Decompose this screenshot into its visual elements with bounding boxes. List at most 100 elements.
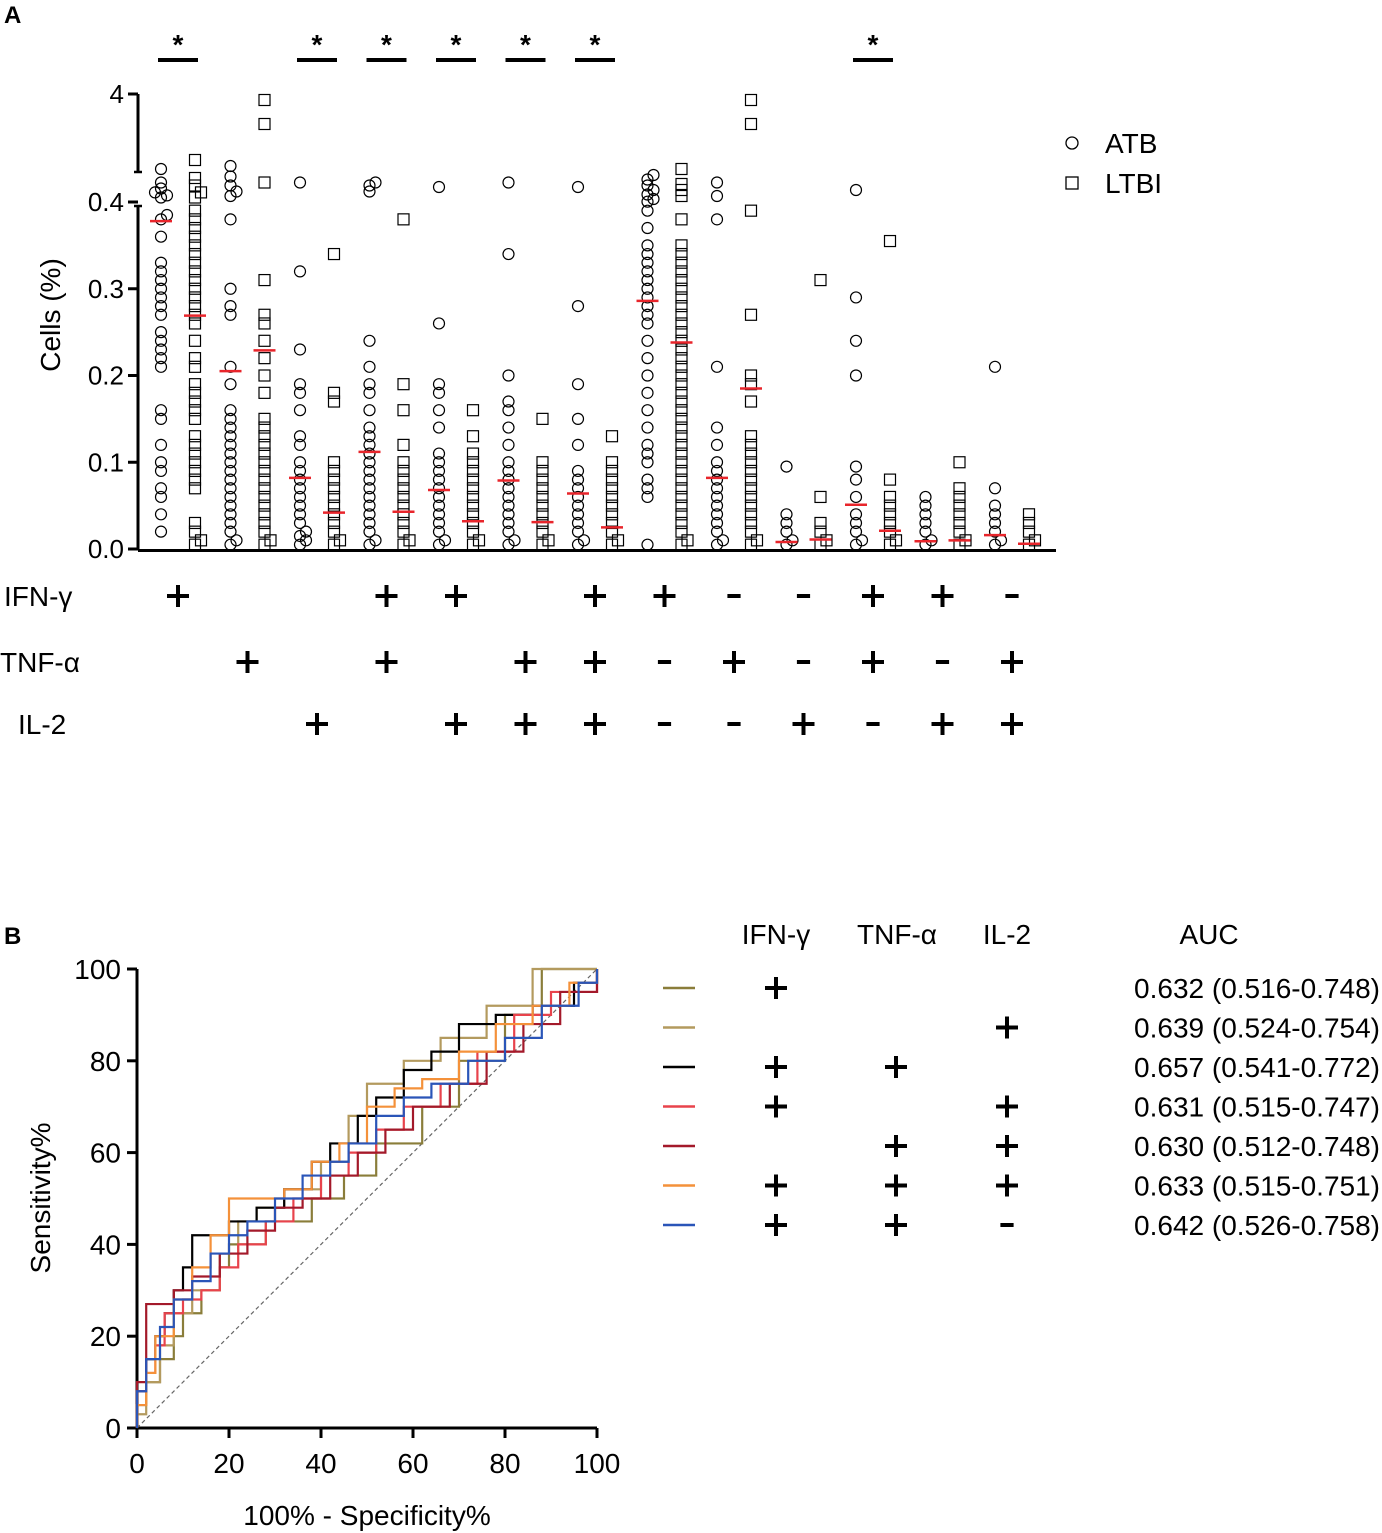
ltbi-point xyxy=(466,482,480,495)
ltbi-point xyxy=(466,464,480,478)
ltbi-point xyxy=(188,221,202,235)
significance-star: * xyxy=(451,29,462,60)
ltbi-point xyxy=(188,334,202,347)
atb-point xyxy=(919,499,932,512)
ltbi-point xyxy=(258,464,271,478)
atb-point xyxy=(363,447,376,460)
panel-label-a: A xyxy=(4,2,21,29)
atb-point xyxy=(502,247,515,261)
atb-point xyxy=(154,404,168,417)
panel-a-axes: 0.0 0.1 0.2 0.3 0.4 4 Cells (%) xyxy=(35,79,1056,564)
ltbi-point xyxy=(188,291,202,304)
atb-point xyxy=(641,456,654,469)
roc-legend-table: IFN-γ TNF-α IL-2 AUC 0.632 (0.516-0.748) 0.63… xyxy=(663,919,1380,1241)
ltbi-point xyxy=(188,273,202,287)
ltbi-point xyxy=(397,473,410,486)
ltbi-point xyxy=(397,438,410,451)
atb-point xyxy=(363,430,376,443)
atb-point xyxy=(224,473,237,486)
atb-point xyxy=(154,273,168,287)
atb-point xyxy=(432,180,446,194)
ltbi-point xyxy=(675,162,688,176)
ltbi-point xyxy=(744,430,758,443)
atb-point xyxy=(148,186,162,199)
ltbi-point xyxy=(814,525,827,538)
atb-point xyxy=(154,256,168,269)
ltbi-point xyxy=(258,508,271,521)
atb-point xyxy=(432,482,446,495)
ltbi-point xyxy=(883,490,897,504)
atb-point xyxy=(988,499,1002,512)
ltbi-point xyxy=(327,464,341,478)
ltbi-point xyxy=(814,490,827,504)
roc-curves xyxy=(135,967,599,1429)
ltbi-point xyxy=(744,308,758,321)
cytokine-sign-table: IFN-γ TNF-α IL-2 xyxy=(0,581,1023,740)
ltbi-point xyxy=(744,395,758,408)
atb-point xyxy=(641,473,654,486)
atb-point xyxy=(154,213,168,226)
atb-point xyxy=(363,421,376,434)
atb-point xyxy=(849,508,863,521)
atb-point xyxy=(293,176,307,189)
ltbi-point xyxy=(675,273,688,287)
ltbi-point xyxy=(466,525,480,538)
atb-point xyxy=(641,195,654,208)
atb-point xyxy=(363,464,376,478)
ltbi-point xyxy=(188,464,202,478)
atb-point xyxy=(641,386,654,399)
atb-point xyxy=(641,538,654,551)
atb-point xyxy=(154,182,168,195)
ltbi-point xyxy=(188,360,202,373)
ltbi-point xyxy=(744,499,758,512)
ltbi-point xyxy=(188,256,202,269)
legend-auc: 0.639 (0.524-0.754) xyxy=(1134,1013,1380,1044)
atb-point xyxy=(432,538,446,551)
legend-header: IFN-γ xyxy=(742,919,810,950)
atb-point xyxy=(224,300,237,313)
atb-point xyxy=(641,179,654,192)
ltbi-point xyxy=(744,482,758,495)
ltbi-point xyxy=(744,490,758,504)
y-tick-label: 0.4 xyxy=(88,187,124,217)
atb-point xyxy=(363,185,376,198)
roc-y-axis-label: Sensitivity% xyxy=(25,1123,56,1274)
ltbi-point xyxy=(953,490,966,504)
ltbi-point xyxy=(675,177,688,191)
ltbi-point xyxy=(258,273,271,287)
atb-point xyxy=(154,230,168,243)
atb-point xyxy=(716,534,730,547)
atb-point xyxy=(641,291,654,304)
ltbi-point xyxy=(675,508,688,521)
legend-auc: 0.633 (0.515-0.751) xyxy=(1134,1171,1380,1202)
ltbi-point xyxy=(188,352,202,365)
atb-point xyxy=(154,291,168,304)
roc-x-tick-label: 100 xyxy=(574,1448,621,1479)
ltbi-point xyxy=(605,499,619,512)
atb-point xyxy=(641,447,654,460)
atb-point xyxy=(641,282,654,295)
atb-point xyxy=(571,412,585,425)
legend-auc: 0.657 (0.541-0.772) xyxy=(1134,1052,1380,1083)
atb-point xyxy=(571,508,585,521)
atb-point xyxy=(154,464,168,478)
atb-point xyxy=(571,378,585,391)
ltbi-point xyxy=(744,464,758,478)
roc-y-tick-label: 60 xyxy=(90,1138,121,1169)
ltbi-point xyxy=(675,360,688,373)
atb-point xyxy=(224,308,237,321)
ltbi-point xyxy=(675,343,688,356)
atb-point xyxy=(154,308,168,321)
ltbi-point xyxy=(605,508,619,521)
atb-point xyxy=(710,490,724,504)
atb-point xyxy=(363,378,376,391)
ltbi-point xyxy=(466,508,480,521)
ltbi-point xyxy=(188,525,202,538)
ltbi-point xyxy=(188,447,202,460)
atb-point xyxy=(710,189,724,203)
atb-point xyxy=(160,189,174,202)
atb-point xyxy=(363,473,376,486)
atb-point xyxy=(919,525,932,538)
atb-point xyxy=(710,499,724,512)
ltbi-point xyxy=(744,456,758,469)
